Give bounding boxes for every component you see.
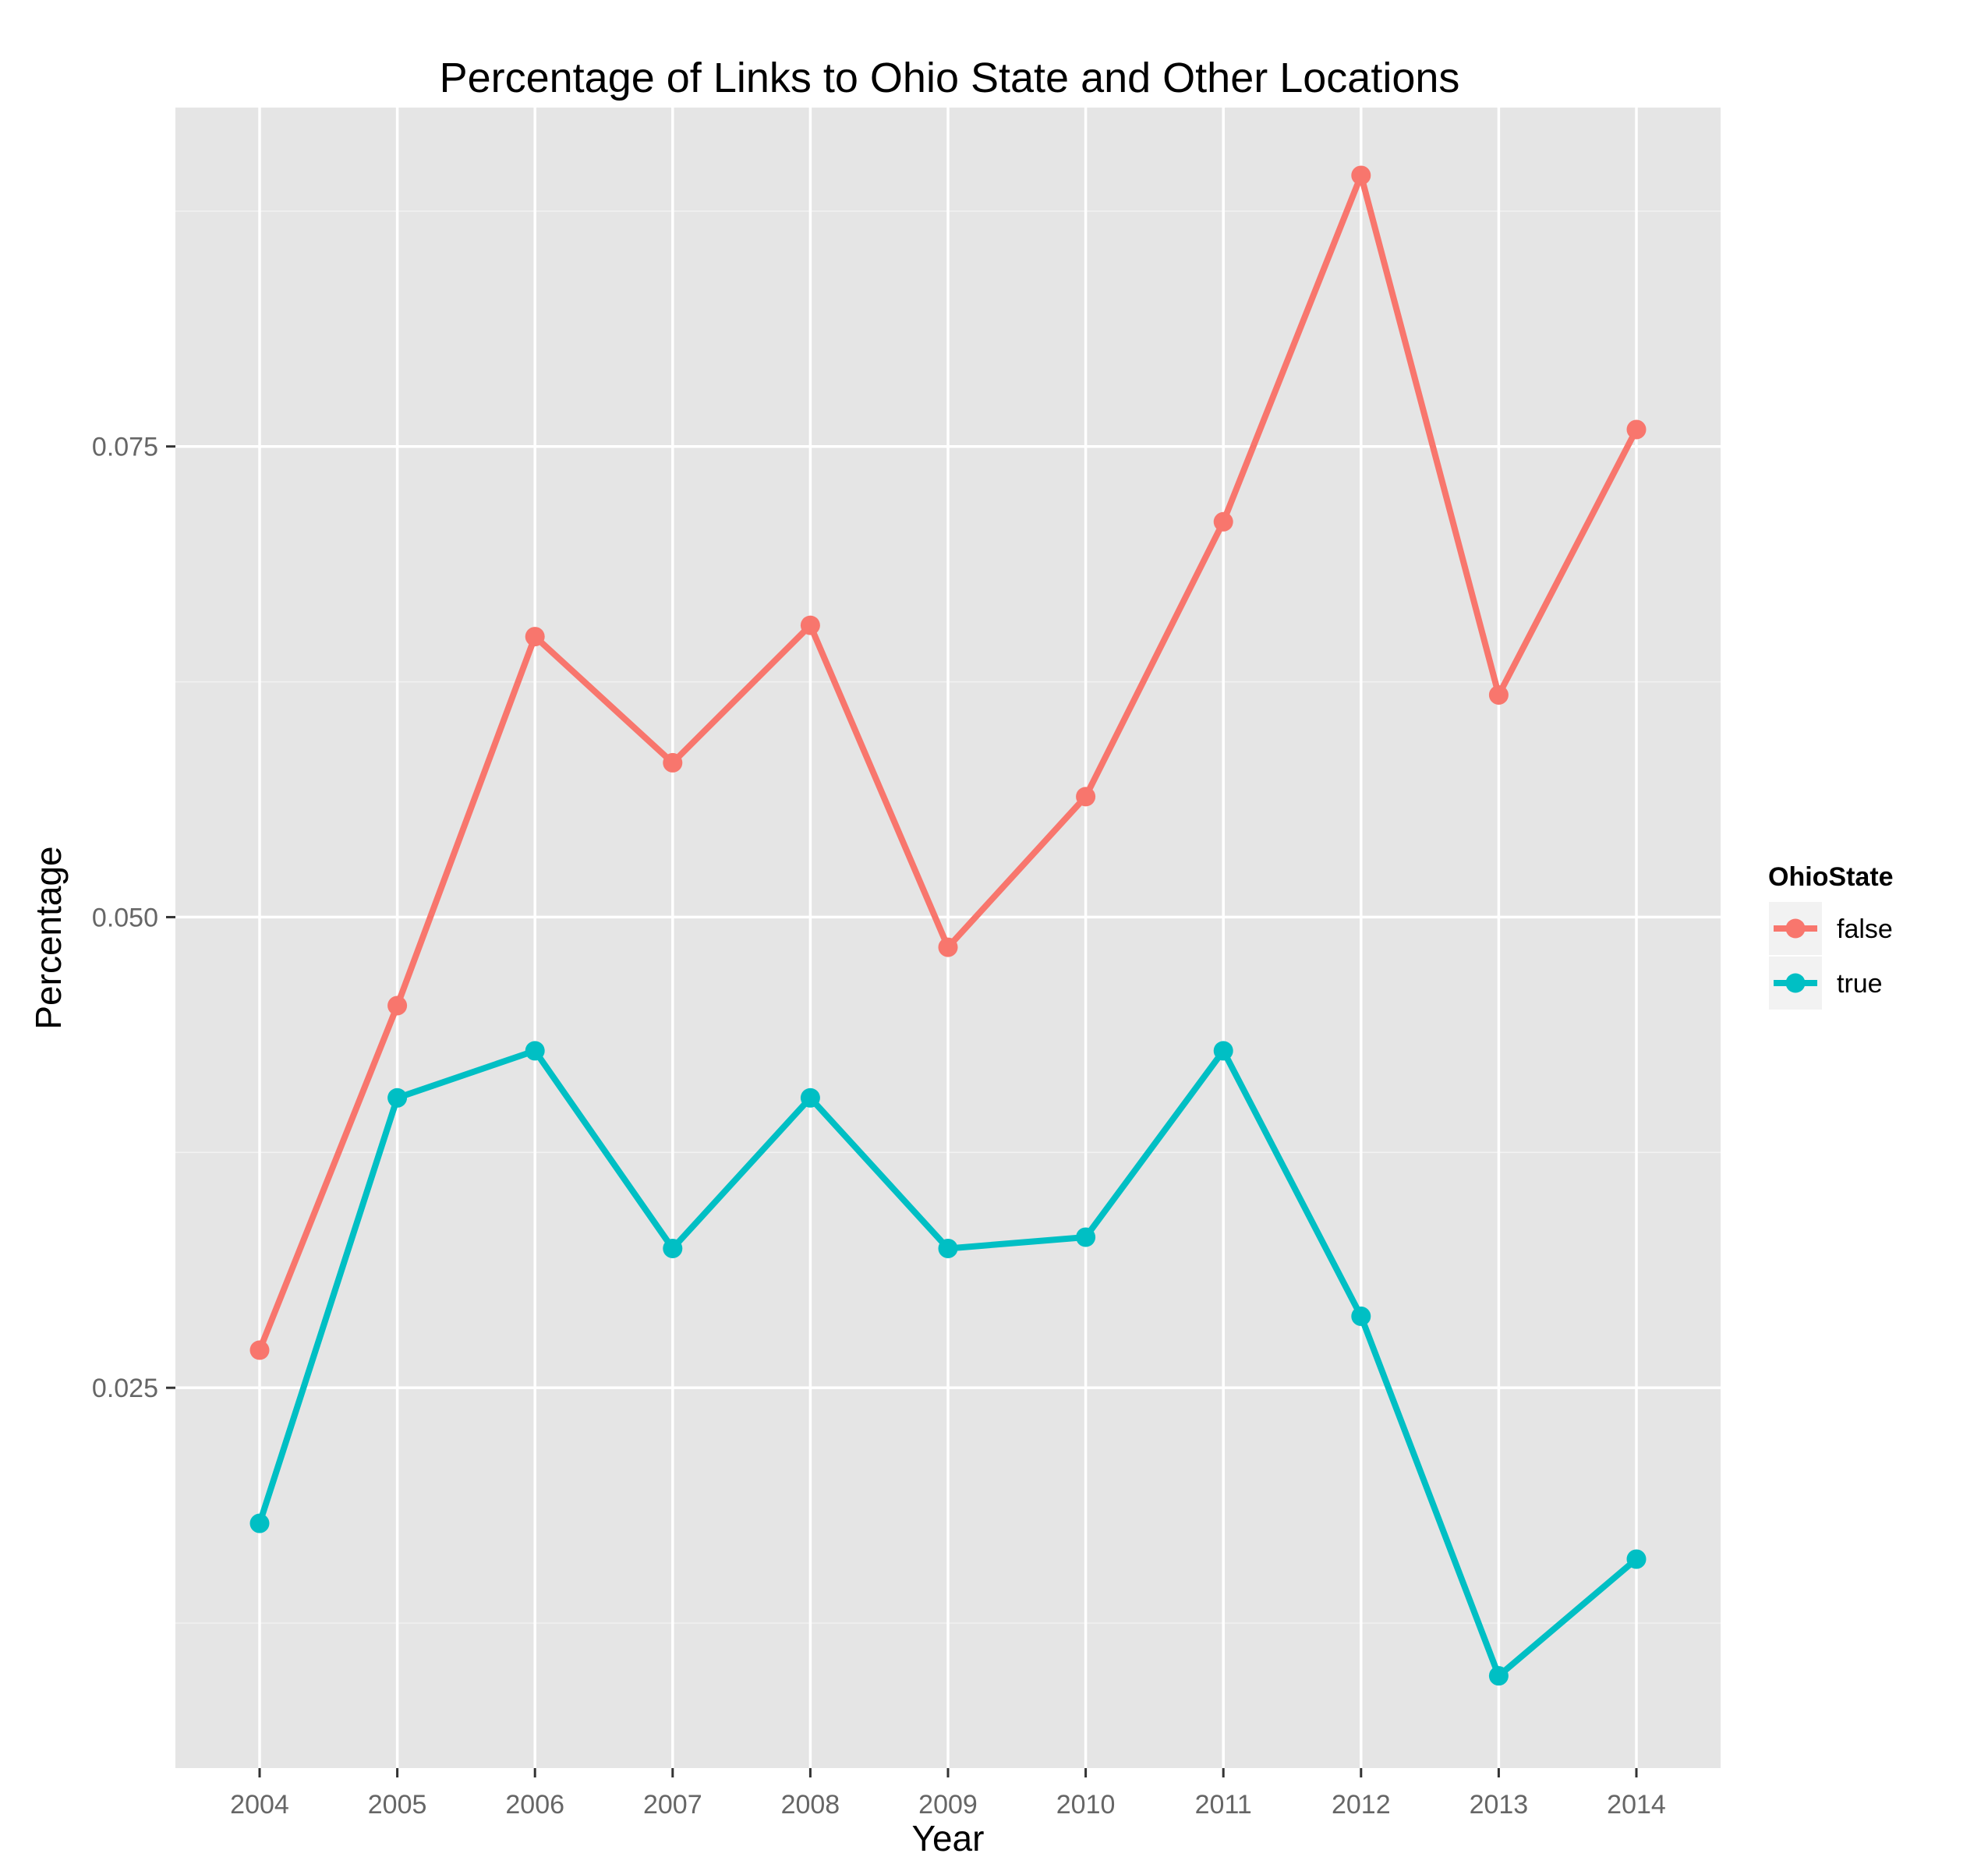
series-layer xyxy=(249,165,1647,1686)
x-tick-label: 2012 xyxy=(1332,1790,1391,1820)
data-point-true xyxy=(249,1513,270,1533)
data-point-false xyxy=(1626,419,1647,440)
data-point-false xyxy=(249,1340,270,1360)
x-tick-label: 2011 xyxy=(1195,1790,1252,1820)
x-tick-label: 2010 xyxy=(1056,1790,1116,1820)
data-point-true xyxy=(800,1088,820,1108)
x-tick-label: 2013 xyxy=(1470,1790,1529,1820)
y-tick-label: 0.025 xyxy=(92,1374,158,1403)
series-false xyxy=(249,165,1647,1360)
data-point-true xyxy=(1213,1041,1233,1061)
x-axis-title: Year xyxy=(912,1818,985,1859)
data-point-true xyxy=(1488,1666,1509,1686)
data-point-true xyxy=(1076,1227,1096,1247)
data-point-true xyxy=(938,1238,958,1258)
x-tick-label: 2009 xyxy=(918,1790,978,1820)
data-point-false xyxy=(1076,787,1096,807)
data-point-false xyxy=(387,996,408,1016)
y-tick-label: 0.050 xyxy=(92,903,158,932)
x-tick-label: 2005 xyxy=(368,1790,427,1820)
data-point-false xyxy=(800,615,820,635)
legend-items: false true xyxy=(1767,900,1893,1011)
data-point-false xyxy=(663,752,683,773)
x-tick-label: 2006 xyxy=(505,1790,564,1820)
data-point-false xyxy=(1351,165,1371,186)
data-point-true xyxy=(525,1041,545,1061)
x-axis: 2004 2005 2006 2007 2008 2009 2010 2011 2012 2013… xyxy=(230,1768,1666,1820)
y-tick-label: 0.075 xyxy=(92,433,158,462)
data-point-false xyxy=(938,937,958,957)
legend-swatch-point-true xyxy=(1785,973,1806,993)
legend-label-false: false xyxy=(1837,914,1893,944)
legend: OhioState false true xyxy=(1767,862,1894,1011)
y-axis: 0.025 0.050 0.075 xyxy=(92,433,175,1403)
x-tick-label: 2014 xyxy=(1607,1790,1666,1820)
data-point-false xyxy=(1213,511,1233,532)
series-true xyxy=(249,1041,1647,1686)
data-point-true xyxy=(1626,1549,1647,1569)
x-tick-label: 2007 xyxy=(643,1790,702,1820)
y-axis-title: Percentage xyxy=(28,846,69,1029)
data-point-true xyxy=(387,1088,408,1108)
legend-label-true: true xyxy=(1837,969,1883,999)
legend-title: OhioState xyxy=(1768,862,1894,892)
data-point-false xyxy=(1488,684,1509,705)
chart-title: Percentage of Links to Ohio State and Ot… xyxy=(440,55,1460,101)
legend-swatch-point-false xyxy=(1785,918,1806,939)
data-point-false xyxy=(525,627,545,647)
grid-layer xyxy=(175,108,1721,1768)
data-point-true xyxy=(1351,1306,1371,1326)
data-point-true xyxy=(663,1238,683,1258)
x-tick-label: 2008 xyxy=(781,1790,840,1820)
x-tick-label: 2004 xyxy=(230,1790,289,1820)
